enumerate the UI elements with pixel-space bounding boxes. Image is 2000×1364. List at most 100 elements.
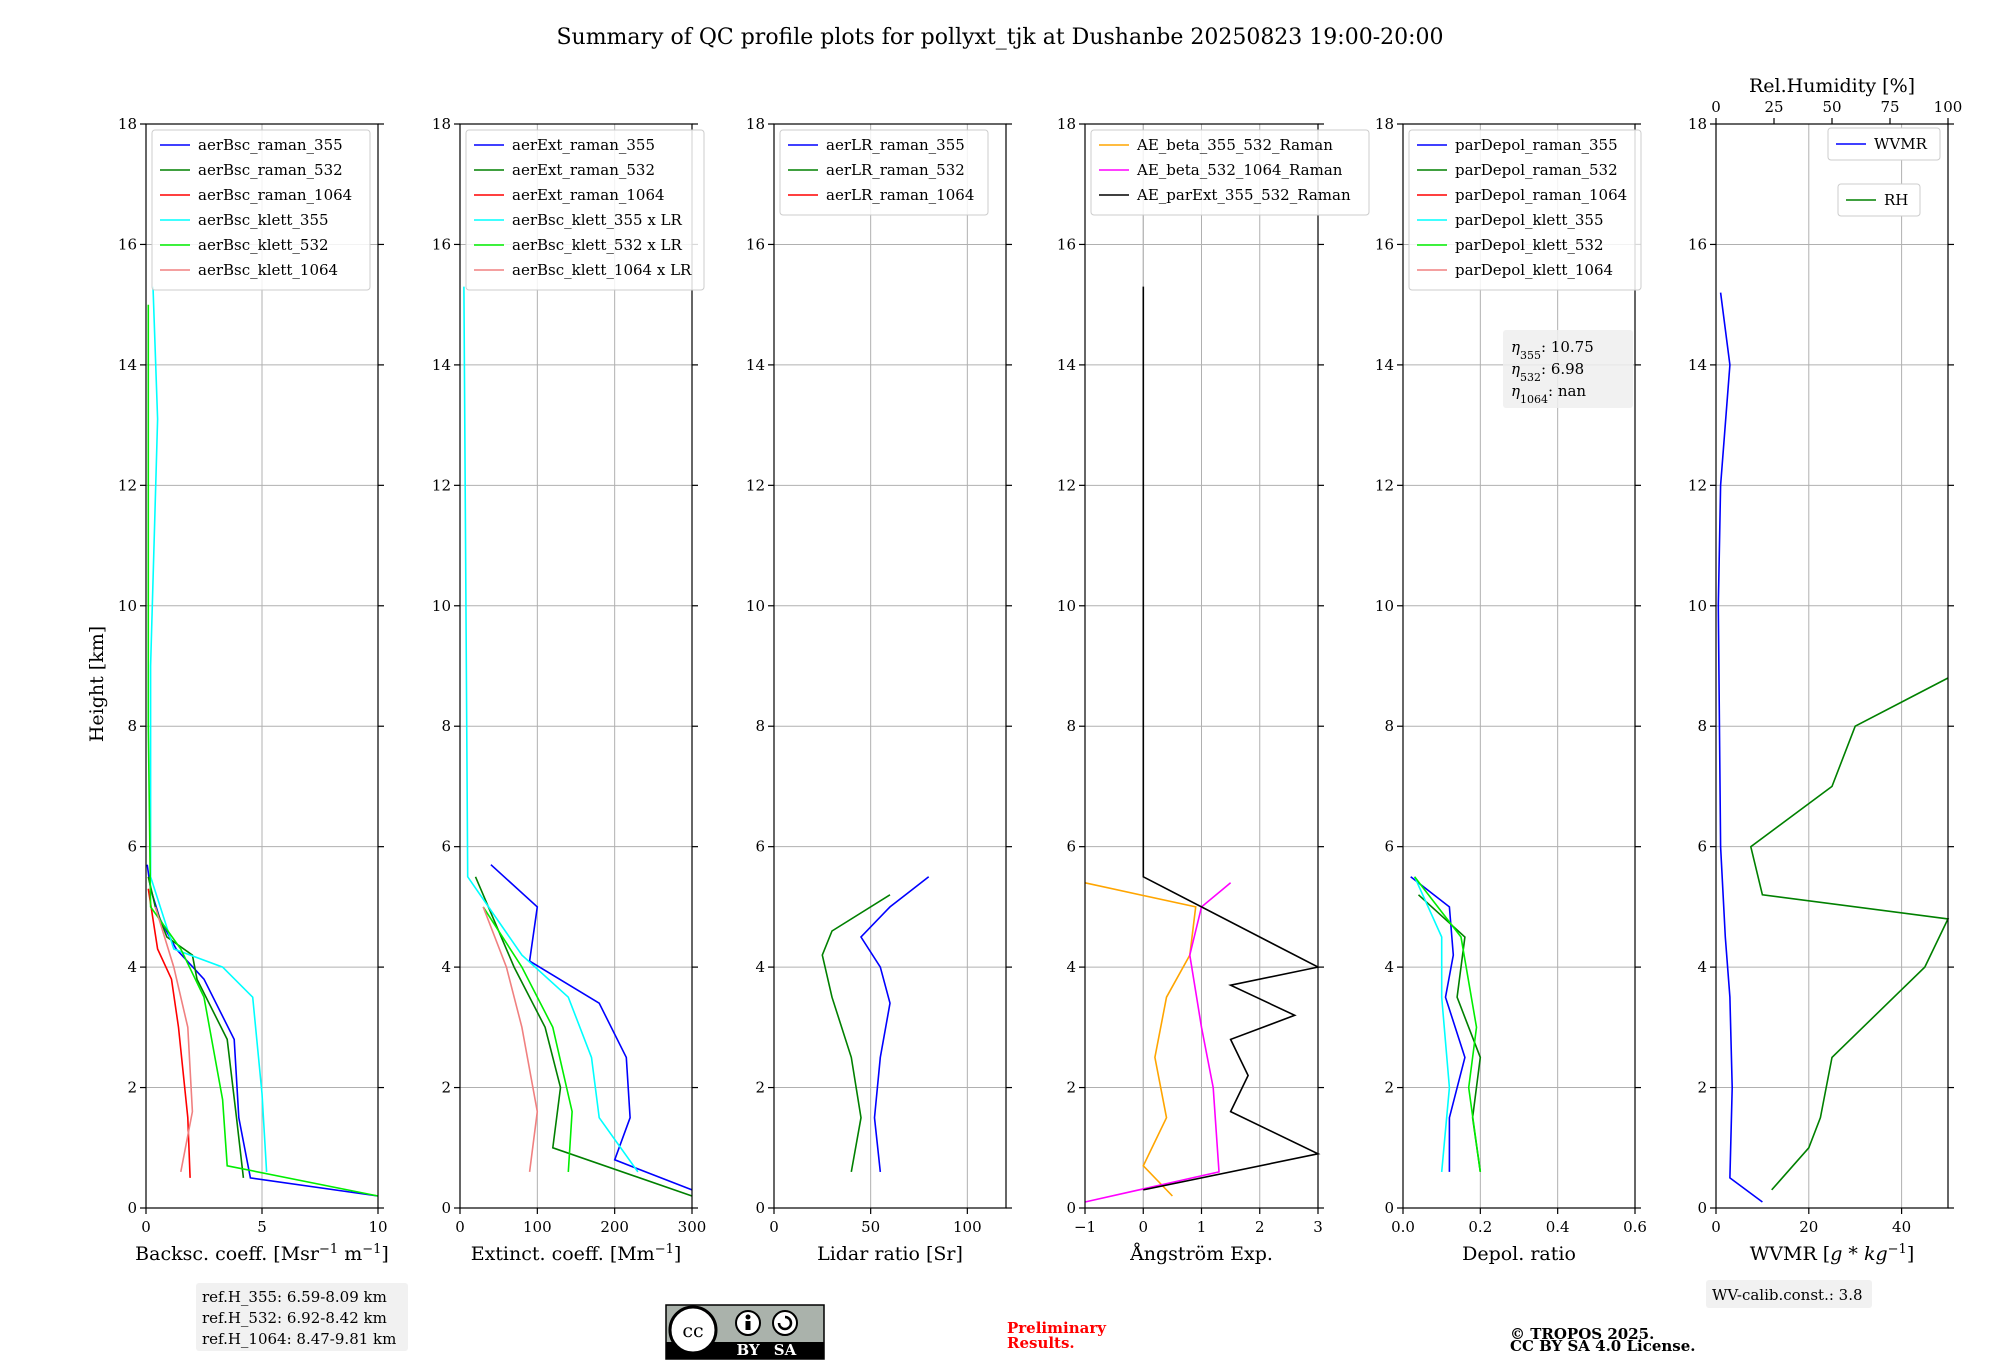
y-tick-label: 10 <box>746 597 765 615</box>
x-axis-label: Lidar ratio [Sr] <box>817 1243 963 1265</box>
legend-entry: WVMR <box>1874 135 1928 153</box>
y-tick-label: 12 <box>1688 476 1707 494</box>
x-axis-label-part: −1 <box>1888 1242 1907 1257</box>
y-tick-label: 6 <box>1384 838 1394 856</box>
y-tick-label: 0 <box>1697 1199 1707 1217</box>
x-axis-label-part: ] <box>674 1243 681 1265</box>
series-aerExt_raman_355 <box>490 864 693 1191</box>
series-RH <box>1749 677 1950 1191</box>
sa-icon <box>772 1310 798 1336</box>
x-tick-label: 200 <box>600 1218 629 1236</box>
eta-subscript: 355 <box>1520 349 1541 362</box>
eta-symbol: η <box>1511 338 1520 356</box>
eta-symbol: η <box>1511 382 1520 400</box>
copyright-note: © TROPOS 2025.CC BY SA 4.0 License. <box>1510 1325 1696 1355</box>
y-tick-label: 12 <box>118 476 137 494</box>
copyright-line: © TROPOS 2025. <box>1510 1325 1654 1343</box>
legend-entry: aerBsc_raman_355 <box>198 136 343 154</box>
x-tick-label: 3 <box>1313 1218 1323 1236</box>
y-tick-label: 10 <box>432 597 451 615</box>
x-tick-label: 0 <box>141 1218 151 1236</box>
y-tick-label: 14 <box>1688 356 1707 374</box>
x-tick-label: 20 <box>1799 1218 1818 1236</box>
y-tick-label: 12 <box>1057 476 1076 494</box>
series-aerBsc_raman_355 <box>146 864 379 1197</box>
legend-entry: aerBsc_klett_532 x LR <box>512 236 683 254</box>
y-tick-label: 14 <box>118 356 137 374</box>
legend-entry: aerBsc_klett_532 <box>198 236 329 254</box>
legend-entry: AE_beta_355_532_Raman <box>1136 136 1333 154</box>
x-tick-label: 100 <box>953 1218 982 1236</box>
legend-entry: parDepol_klett_1064 <box>1455 261 1613 279</box>
by-icon-body <box>745 1321 751 1330</box>
series-parDepol_klett_532 <box>1413 876 1482 1173</box>
y-tick-label: 4 <box>441 958 451 976</box>
y-tick-label: 16 <box>1375 235 1394 253</box>
y-tick-label: 2 <box>1066 1079 1076 1097</box>
legend-entry: aerLR_raman_355 <box>826 136 965 154</box>
y-axis-label: Height [km] <box>86 626 108 742</box>
x-axis-label-part: Lidar ratio [Sr] <box>817 1243 963 1265</box>
calib-box <box>1706 1280 1872 1308</box>
calib-text: WV-calib.const.: 3.8 <box>1712 1286 1863 1304</box>
copyright-line: CC BY SA 4.0 License. <box>1510 1337 1696 1355</box>
x-tick-label: 40 <box>1892 1218 1911 1236</box>
x-tick-label: 0 <box>1711 1218 1721 1236</box>
y-tick-label: 8 <box>1697 717 1707 735</box>
x-axis-label-part: Backsc. coeff. [Msr <box>135 1243 320 1265</box>
annotation-box <box>1503 330 1633 408</box>
panel-lidar-ratio: 0 2 4 6 8 10 12 14 16 18 0 50 100 Lidar ratio [Sr] aer… <box>746 115 1012 1265</box>
x-tick-label: 1 <box>1197 1218 1207 1236</box>
axes-frame <box>773 123 1007 1209</box>
y-tick-label: 14 <box>1375 356 1394 374</box>
top-x-tick-label: 25 <box>1764 98 1783 116</box>
series-aerBsc_raman_532 <box>147 876 245 1178</box>
x-tick-label: 0.4 <box>1546 1218 1570 1236</box>
ref-height-line: ref.H_532: 6.92-8.42 km <box>202 1309 387 1327</box>
x-axis-label: Extinct. coeff. [Mm−1] <box>471 1242 682 1266</box>
legend-entry: aerLR_raman_532 <box>826 161 965 179</box>
y-tick-label: 14 <box>1057 356 1076 374</box>
y-tick-label: 2 <box>1384 1079 1394 1097</box>
eta-symbol: η <box>1511 360 1520 378</box>
legend-entry: aerBsc_klett_1064 x LR <box>512 261 692 279</box>
legend-entry: parDepol_raman_532 <box>1455 161 1618 179</box>
eta-value: : 10.75 <box>1541 338 1594 356</box>
eta-value: : 6.98 <box>1541 360 1584 378</box>
legend-box <box>465 129 705 291</box>
legend: AE_beta_355_532_Raman AE_beta_532_1064_Ra… <box>1090 129 1370 216</box>
y-tick-label: 6 <box>441 838 451 856</box>
x-axis-label-part: Depol. ratio <box>1462 1243 1576 1265</box>
legend-entry: AE_beta_532_1064_Raman <box>1136 161 1343 179</box>
ref-box <box>196 1283 408 1351</box>
y-tick-label: 18 <box>118 115 137 133</box>
axes-frame <box>1084 123 1319 1209</box>
legend-box <box>1827 127 1941 161</box>
series-parDepol_klett_355 <box>1413 876 1451 1172</box>
x-axis-label-part: WVMR [ <box>1750 1243 1830 1265</box>
axes-frame <box>1715 123 1949 1209</box>
y-tick-label: 4 <box>755 958 765 976</box>
series-aerBsc_klett_355 <box>149 286 268 1172</box>
legend: aerExt_raman_355 aerExt_raman_532 aerExt_r… <box>465 129 705 291</box>
cc-icon <box>668 1305 718 1355</box>
eta-line: η532: 6.98 <box>1511 360 1584 384</box>
top-x-tick-label: 75 <box>1880 98 1899 116</box>
series-parDepol_raman_355 <box>1410 876 1466 1172</box>
y-tick-label: 2 <box>755 1079 765 1097</box>
x-axis-label-part: ] <box>1907 1243 1914 1265</box>
y-tick-label: 4 <box>127 958 137 976</box>
wv-calibration: WV-calib.const.: 3.8 <box>1706 1280 1872 1308</box>
y-tick-label: 12 <box>746 476 765 494</box>
series-aerBsc_klett_1064 <box>154 906 194 1173</box>
x-axis-label-part: g * kg <box>1830 1243 1887 1265</box>
x-axis-label-part: Extinct. coeff. [Mm <box>471 1243 655 1265</box>
x-axis-label-part: −1 <box>362 1242 381 1257</box>
x-tick-label: 0 <box>455 1218 465 1236</box>
axes-frame <box>1402 123 1636 1209</box>
x-tick-label: 5 <box>257 1218 267 1236</box>
